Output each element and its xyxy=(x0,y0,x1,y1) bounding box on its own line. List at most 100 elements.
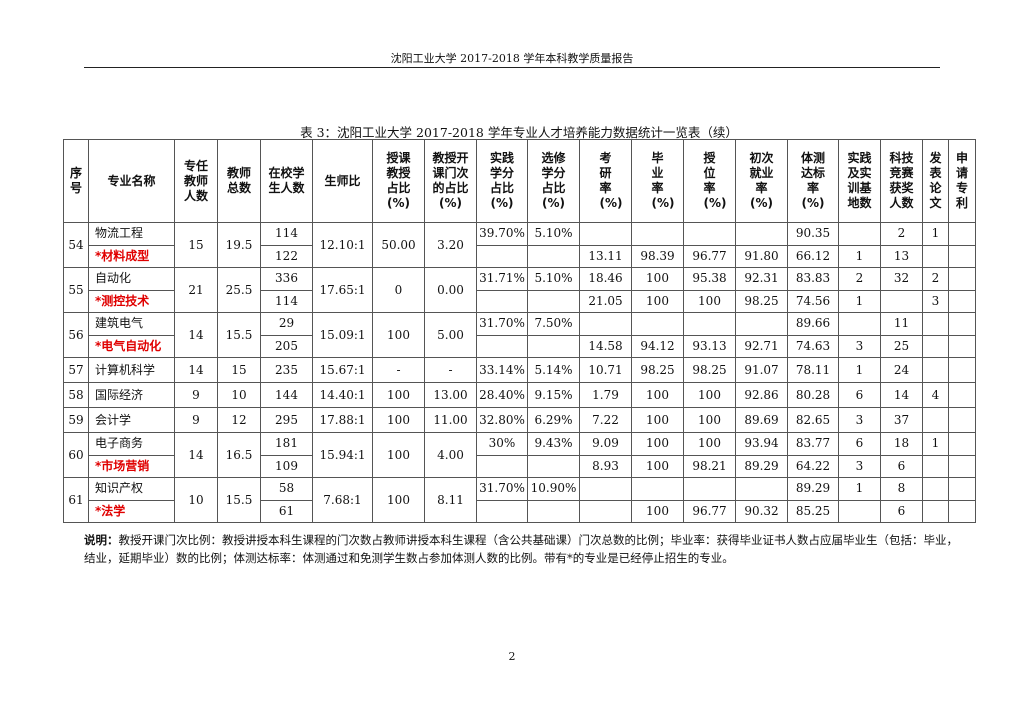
table-cell: 1 xyxy=(922,222,949,246)
table-cell: 66.12 xyxy=(787,244,839,268)
table-cell: 98.21 xyxy=(683,454,736,478)
table-row: *测控技术 114 21.05 100 100 98.25 74.56 1 3 xyxy=(64,289,976,313)
table-cell: 94.12 xyxy=(631,334,684,358)
table-cell: 98.25 xyxy=(631,357,684,383)
table-cell: 89.29 xyxy=(735,454,788,478)
table-cell: 10.90% xyxy=(527,477,580,501)
table-cell: 5.14% xyxy=(527,357,580,383)
table-cell: 91.80 xyxy=(735,244,788,268)
table-cell: 92.31 xyxy=(735,267,788,291)
table-cell xyxy=(735,312,788,336)
table-cell: 31.70% xyxy=(476,477,528,501)
table-cell: 4 xyxy=(922,382,949,408)
table-cell: 6 xyxy=(838,432,881,456)
table-cell xyxy=(683,222,736,246)
table-row: *法学 61 100 96.77 90.32 85.25 6 xyxy=(64,499,976,523)
table-cell: 100 xyxy=(683,407,736,433)
header-rule xyxy=(84,67,940,68)
table-cell: 74.63 xyxy=(787,334,839,358)
table-cell xyxy=(527,244,580,268)
column-header: 毕业率(%) xyxy=(631,139,684,223)
table-cell xyxy=(948,312,976,336)
table-cell: 5.10% xyxy=(527,222,580,246)
column-header: 考研率(%) xyxy=(579,139,632,223)
table-cell xyxy=(631,222,684,246)
table-cell xyxy=(948,222,976,246)
table-cell: 13.11 xyxy=(579,244,632,268)
table-cell: 0.00 xyxy=(424,267,477,313)
table-cell: 15.09:1 xyxy=(312,312,373,358)
table-cell: 92.86 xyxy=(735,382,788,408)
table-row: *市场营销 109 8.93 100 98.21 89.29 64.22 3 6 xyxy=(64,454,976,478)
table-header-row: 序号 专业名称 专任教师人数 教师总数 在校学生人数 生师比 授课教授占比(%) 教授开课门次… xyxy=(63,139,976,223)
table-cell xyxy=(579,312,632,336)
column-header: 授课教授占比(%) xyxy=(372,139,425,223)
table-cell xyxy=(631,312,684,336)
table-cell xyxy=(948,454,976,478)
table-cell: 18 xyxy=(880,432,923,456)
table-cell: 55 xyxy=(63,267,89,313)
table-cell: 6 xyxy=(838,382,881,408)
column-header: 实践学分占比(%) xyxy=(476,139,528,223)
table-cell: 8.93 xyxy=(579,454,632,478)
table-cell: 25 xyxy=(880,334,923,358)
table-cell xyxy=(735,477,788,501)
table-cell: 100 xyxy=(372,312,425,358)
table-cell: 74.56 xyxy=(787,289,839,313)
table-cell: 33.14% xyxy=(476,357,528,383)
table-caption: 表 3：沈阳工业大学 2017-2018 学年专业人才培养能力数据统计一览表（续… xyxy=(300,125,738,140)
column-header: 序号 xyxy=(63,139,89,223)
table-row: 61 知识产权 10 15.5 58 7.68:1 100 8.11 31.70% 10.90% 8… xyxy=(63,477,976,523)
column-header: 申请专利 xyxy=(948,139,976,223)
table-cell xyxy=(948,432,976,456)
column-header: 教授开课门次的占比(%) xyxy=(424,139,477,223)
table-cell: 1 xyxy=(838,477,881,501)
table-cell: - xyxy=(372,357,425,383)
table-cell: 2 xyxy=(880,222,923,246)
table-cell xyxy=(948,267,976,291)
table-row: 59 会计学 9 12 295 17.88:1 100 11.00 32.80% 6.29% 7.2… xyxy=(63,407,976,433)
table-cell: 30% xyxy=(476,432,528,456)
table-cell: 21 xyxy=(174,267,218,313)
table-cell: 4.00 xyxy=(424,432,477,478)
table-cell xyxy=(922,334,949,358)
table-cell: 21.05 xyxy=(579,289,632,313)
table-cell: 100 xyxy=(631,499,684,523)
table-cell: 64.22 xyxy=(787,454,839,478)
major-name: *材料成型 xyxy=(88,244,175,268)
table-cell: 10.71 xyxy=(579,357,632,383)
major-name: 自动化 xyxy=(88,267,175,291)
table-cell xyxy=(476,289,528,313)
table-cell xyxy=(880,289,923,313)
column-header: 实践及实训基地数 xyxy=(838,139,881,223)
table-cell: 100 xyxy=(372,477,425,523)
table-cell xyxy=(579,499,632,523)
table-cell: 9.15% xyxy=(527,382,580,408)
column-header: 体测达标率(%) xyxy=(787,139,839,223)
table-cell: 14.40:1 xyxy=(312,382,373,408)
table-cell: 100 xyxy=(372,432,425,478)
table-cell: 0 xyxy=(372,267,425,313)
notes-text: 教授开课门次比例：教授讲授本科生课程的门次数占教师讲授本科生课程（含公共基础课）… xyxy=(84,533,958,565)
table-cell: 85.25 xyxy=(787,499,839,523)
table-cell: 29 xyxy=(260,312,313,336)
table-cell: 89.29 xyxy=(787,477,839,501)
table-cell: 96.77 xyxy=(683,244,736,268)
table-cell: 58 xyxy=(63,382,89,408)
column-header-label: 授课教授占比(%) xyxy=(386,151,411,210)
table-cell: 12 xyxy=(217,407,261,433)
table-cell: 10 xyxy=(174,477,218,523)
column-header: 选修学分占比(%) xyxy=(527,139,580,223)
table-cell: 3 xyxy=(838,454,881,478)
table-cell: 16.5 xyxy=(217,432,261,478)
table-cell: 1 xyxy=(838,244,881,268)
table-cell: 100 xyxy=(631,382,684,408)
table-cell xyxy=(948,357,976,383)
table-cell: 100 xyxy=(631,454,684,478)
table-cell: 205 xyxy=(260,334,313,358)
table-cell: 37 xyxy=(880,407,923,433)
table-row: 54 物流工程 15 19.5 114 12.10:1 50.00 3.20 39.70% 5.1… xyxy=(63,222,976,268)
table-cell: 100 xyxy=(631,267,684,291)
column-header-label: 授位率(%) xyxy=(703,151,727,210)
table-cell: 98.25 xyxy=(683,357,736,383)
